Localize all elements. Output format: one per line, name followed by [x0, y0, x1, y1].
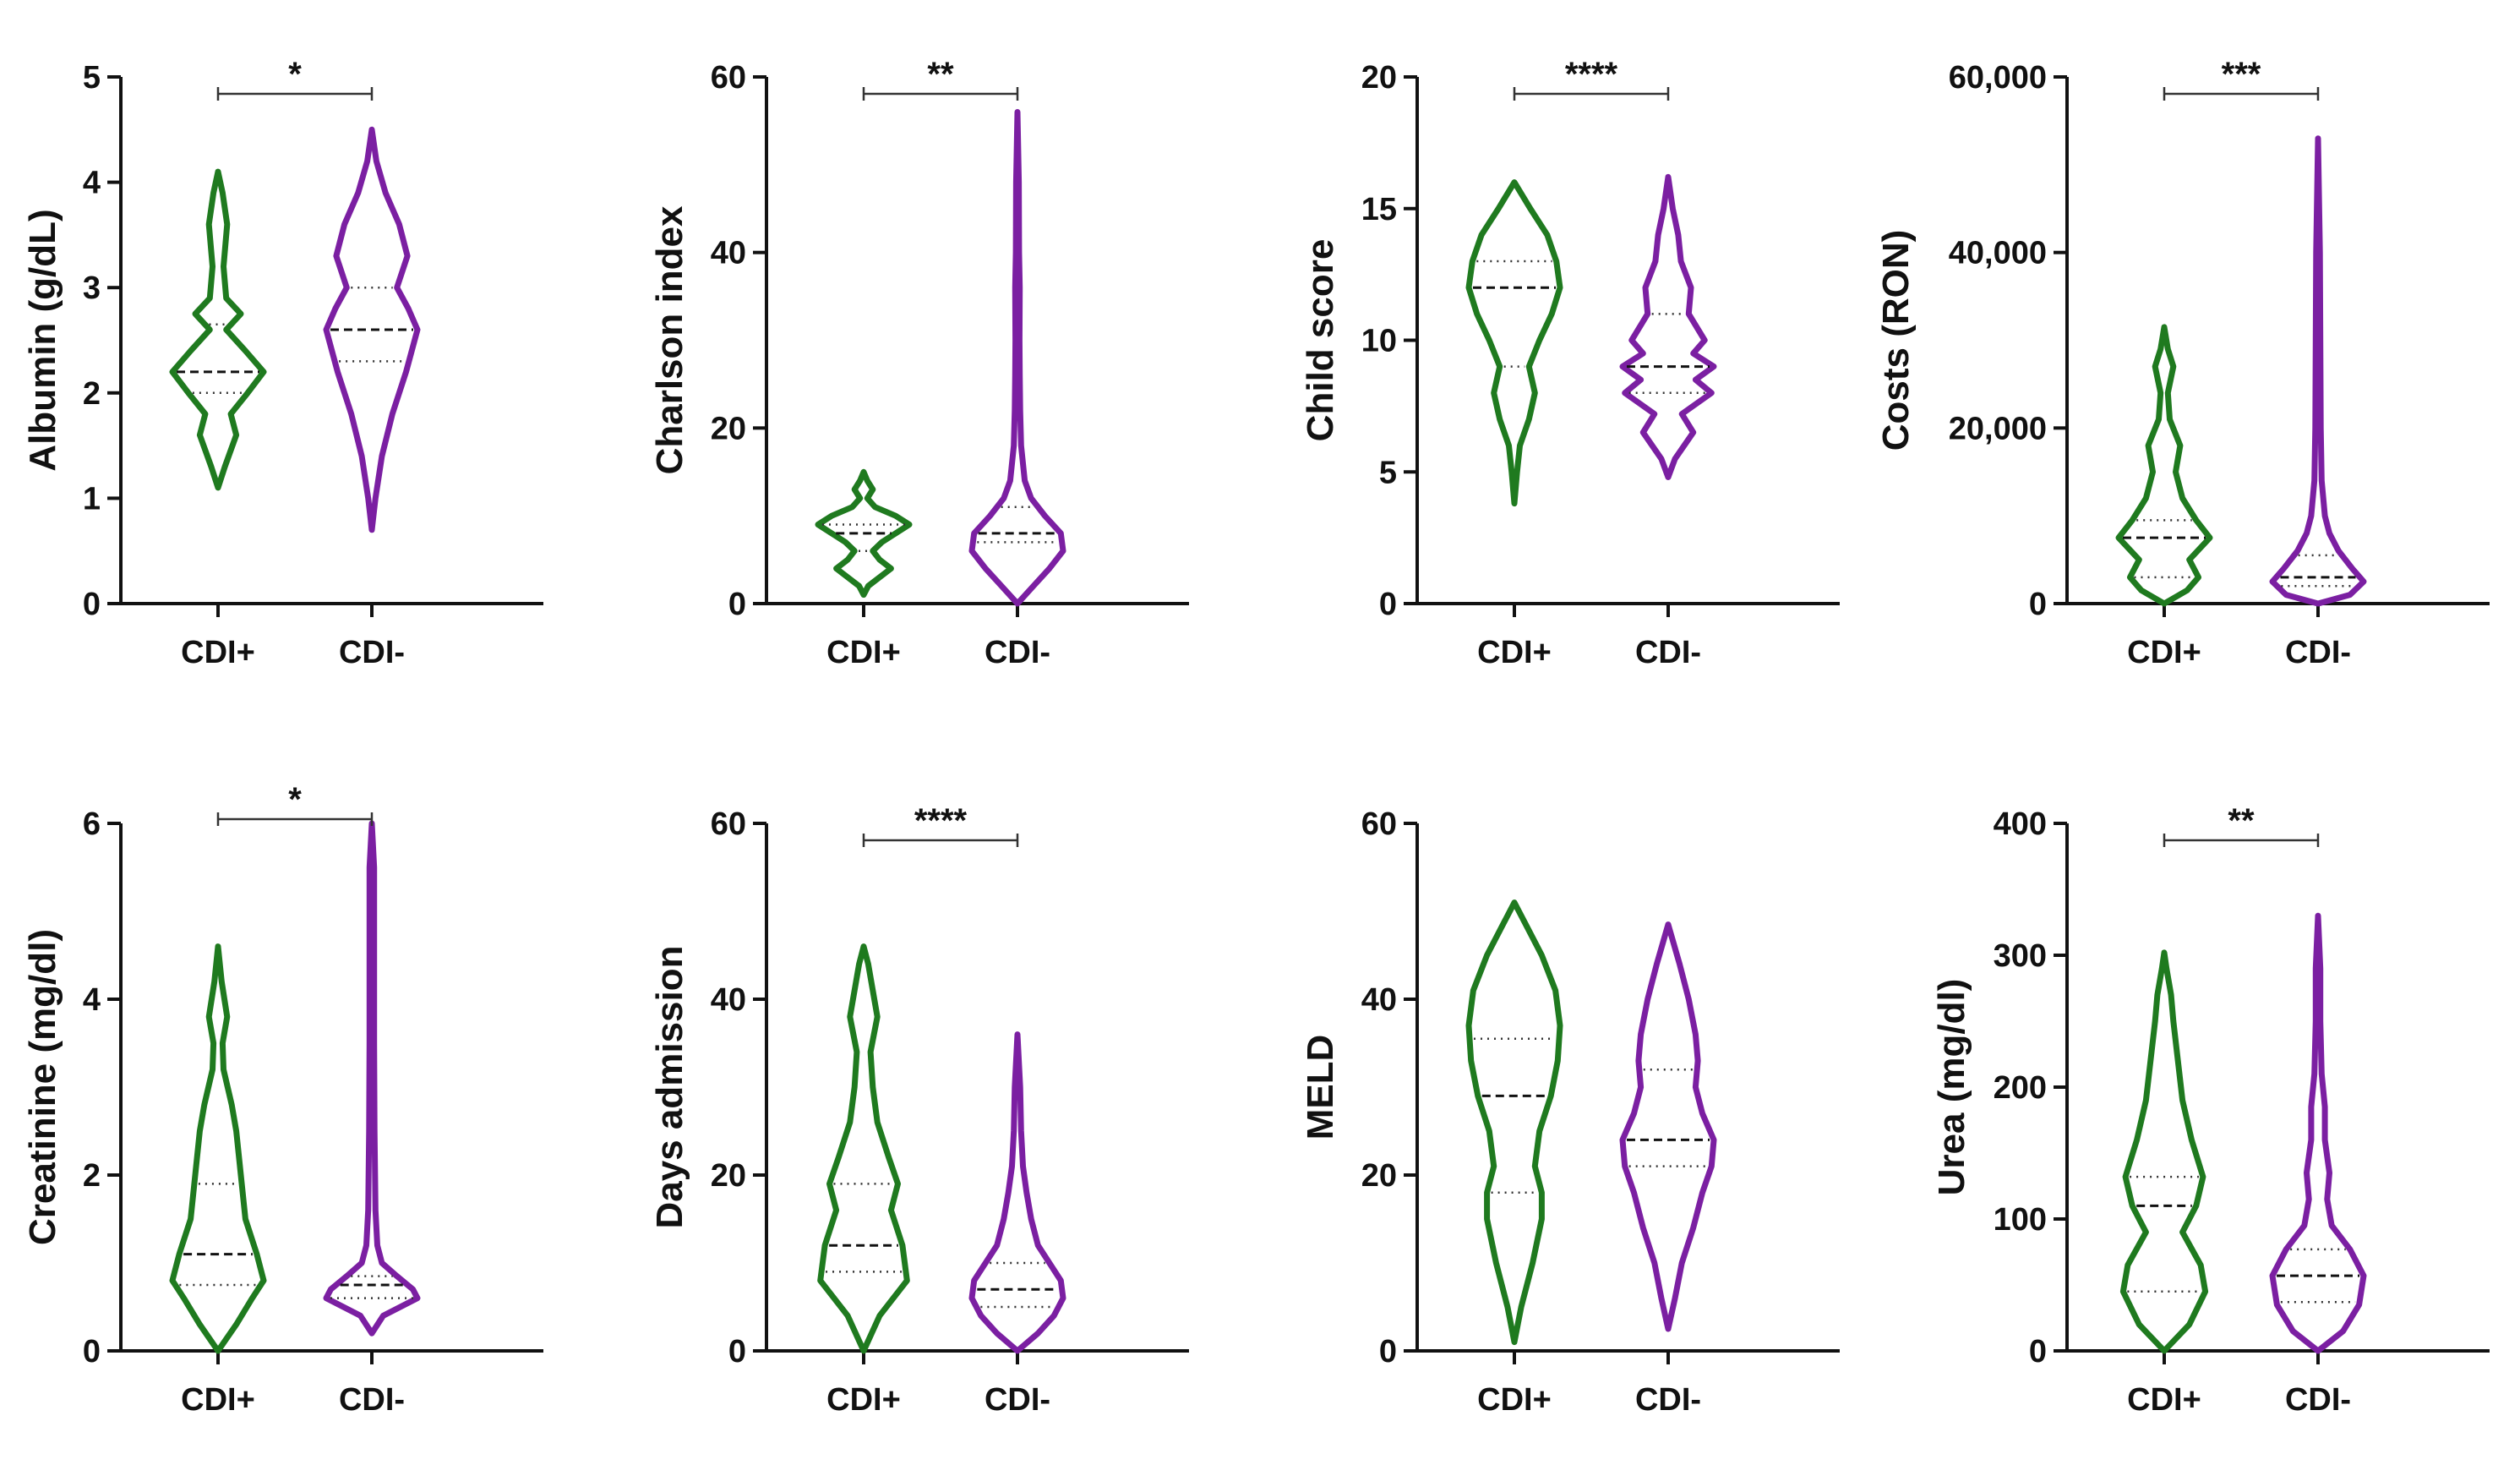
x-tick-label: CDI- — [2285, 635, 2351, 670]
x-tick-label: CDI- — [985, 635, 1050, 670]
y-tick-label: 1 — [83, 481, 101, 517]
violin-cdi-neg — [968, 109, 1066, 607]
y-axis-title: Costs (RON) — [1875, 230, 1917, 451]
y-tick-label: 0 — [83, 1334, 101, 1369]
y-tick-label: 0 — [1379, 1334, 1397, 1369]
y-tick-label: 20 — [711, 411, 746, 446]
y-tick-label: 300 — [1994, 938, 2047, 974]
x-tick-label: CDI+ — [826, 1382, 901, 1418]
y-tick-label: 0 — [728, 587, 746, 622]
y-tick-label: 4 — [83, 166, 101, 201]
panel-5: 0 2 4 6 Creatinine (mg/dl) CDI+ CDI- * — [22, 781, 543, 1418]
panel-2: 0 20 40 60 Charlson index CDI+ CDI- ** — [649, 56, 1189, 670]
y-tick-label: 15 — [1361, 192, 1397, 227]
panel-1: 0 1 2 3 4 5 Albumin (g/dL) CDI+ CDI- * — [22, 56, 543, 670]
significance-label: * — [288, 781, 302, 818]
y-tick-label: 0 — [2029, 1334, 2047, 1369]
violin-cdi-pos — [2119, 949, 2209, 1354]
y-tick-label: 0 — [1379, 587, 1397, 622]
violin-cdi-neg — [2269, 135, 2367, 607]
violin-cdi-neg — [968, 1031, 1066, 1354]
panel-4: 0 20,000 40,000 60,000 Costs (RON) CDI+ CDI- **… — [1875, 56, 2490, 670]
y-tick-label: 4 — [83, 982, 101, 1018]
violin-cdi-neg — [323, 820, 421, 1337]
panel-6: 0 20 40 60 Days admission CDI+ CDI- **** — [649, 802, 1189, 1418]
y-tick-label: 20 — [1361, 60, 1397, 96]
violin-cdi-pos — [169, 168, 267, 491]
y-tick-label: 5 — [83, 60, 101, 96]
violin-cdi-neg — [1619, 921, 1717, 1332]
violin-cdi-pos — [817, 943, 910, 1354]
x-tick-label: CDI- — [339, 1382, 405, 1418]
x-tick-label: CDI+ — [2127, 635, 2201, 670]
violin-cdi-neg — [1619, 173, 1717, 480]
violin-cdi-neg — [323, 126, 421, 533]
violin-cdi-pos — [2115, 324, 2213, 607]
panel-3: 0 5 10 15 20 Child score CDI+ CDI- **** — [1300, 56, 1840, 670]
y-tick-label: 2 — [83, 376, 101, 412]
y-tick-label: 5 — [1379, 455, 1397, 490]
x-tick-label: CDI- — [1635, 1382, 1701, 1418]
y-tick-label: 40 — [711, 982, 746, 1018]
violin-cdi-pos — [1465, 899, 1563, 1346]
y-tick-label: 100 — [1994, 1202, 2047, 1238]
y-axis-title: Child score — [1300, 239, 1341, 442]
y-tick-label: 60 — [711, 60, 746, 96]
x-tick-label: CDI+ — [826, 635, 901, 670]
y-tick-label: 60 — [1361, 806, 1397, 842]
violin-cdi-neg — [2269, 912, 2367, 1354]
y-tick-label: 20,000 — [1949, 411, 2047, 446]
y-axis-title: Albumin (g/dL) — [22, 209, 63, 471]
significance-label: **** — [1565, 56, 1618, 93]
y-tick-label: 3 — [83, 271, 101, 306]
y-tick-label: 20 — [711, 1158, 746, 1194]
panel-8: 0 100 200 300 400 Urea (mg/dl) CDI+ CDI- ** — [1931, 802, 2490, 1418]
y-tick-label: 40 — [1361, 982, 1397, 1018]
x-tick-label: CDI+ — [181, 1382, 255, 1418]
significance-label: ** — [2228, 802, 2255, 839]
y-tick-label: 200 — [1994, 1070, 2047, 1106]
panel-7: 0 20 40 60 MELD CDI+ CDI- — [1300, 806, 1840, 1418]
significance-label: * — [288, 56, 302, 93]
significance-label: ** — [927, 56, 954, 93]
y-tick-label: 40,000 — [1949, 236, 2047, 271]
x-tick-label: CDI+ — [1477, 635, 1552, 670]
y-tick-label: 0 — [728, 1334, 746, 1369]
x-tick-label: CDI- — [2285, 1382, 2351, 1418]
y-tick-label: 6 — [83, 806, 101, 842]
violin-cdi-pos — [815, 468, 913, 599]
y-tick-label: 40 — [711, 236, 746, 271]
y-tick-label: 20 — [1361, 1158, 1397, 1194]
y-tick-label: 60,000 — [1949, 60, 2047, 96]
y-axis-title: Creatinine (mg/dl) — [22, 929, 63, 1245]
y-axis-title: Charlson index — [649, 205, 690, 474]
violin-cdi-pos — [1465, 179, 1563, 507]
x-tick-label: CDI+ — [1477, 1382, 1552, 1418]
y-tick-label: 400 — [1994, 806, 2047, 842]
y-tick-label: 60 — [711, 806, 746, 842]
y-tick-label: 10 — [1361, 324, 1397, 359]
y-axis-title: Urea (mg/dl) — [1931, 979, 1972, 1196]
y-axis-title: Days admission — [649, 945, 690, 1228]
x-tick-label: CDI+ — [2127, 1382, 2201, 1418]
significance-label: **** — [914, 802, 968, 839]
y-axis-title: MELD — [1300, 1035, 1341, 1140]
y-tick-label: 0 — [83, 587, 101, 622]
x-tick-label: CDI- — [1635, 635, 1701, 670]
y-tick-label: 2 — [83, 1158, 101, 1194]
y-tick-label: 0 — [2029, 587, 2047, 622]
x-tick-label: CDI+ — [181, 635, 255, 670]
violin-cdi-pos — [169, 943, 267, 1354]
x-tick-label: CDI- — [985, 1382, 1050, 1418]
x-tick-label: CDI- — [339, 635, 405, 670]
significance-label: *** — [2222, 56, 2261, 93]
